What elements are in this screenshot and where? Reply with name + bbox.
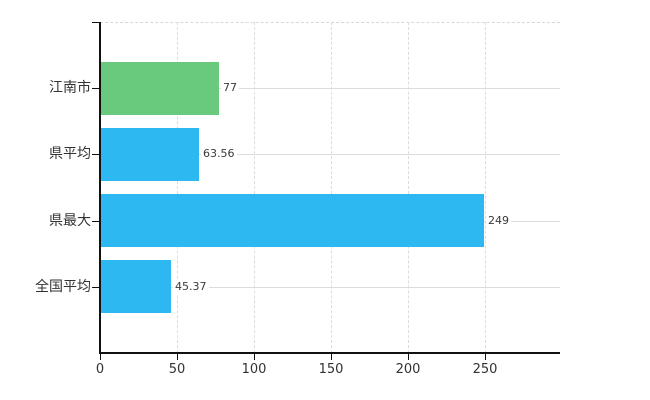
- x-tick-label: 200: [395, 362, 421, 377]
- bar[interactable]: [101, 194, 484, 247]
- vertical-gridline: [407, 22, 409, 353]
- horizontal-gridline: [100, 287, 560, 288]
- category-label: 県平均: [49, 146, 91, 162]
- y-axis-tick: [92, 88, 99, 89]
- category-label: 江南市: [49, 80, 91, 96]
- horizontal-gridline: [100, 154, 560, 155]
- category-label: 全国平均: [35, 279, 91, 295]
- vertical-gridline: [484, 22, 486, 353]
- x-tick-label: 50: [168, 362, 186, 377]
- bar-value-label: 77: [221, 80, 239, 96]
- y-axis-tick: [92, 287, 99, 288]
- y-axis-tick: [92, 22, 99, 23]
- category-label: 県最大: [49, 213, 91, 229]
- y-axis-tick: [92, 221, 99, 222]
- bar[interactable]: [101, 128, 199, 181]
- bar[interactable]: [101, 260, 171, 313]
- bar-value-label: 63.56: [201, 146, 237, 162]
- y-axis-tick: [92, 154, 99, 155]
- x-axis-line: [99, 352, 560, 354]
- vertical-gridline: [176, 22, 178, 353]
- x-tick-label: 0: [95, 362, 105, 377]
- x-tick-label: 100: [241, 362, 267, 377]
- x-axis-tick: [408, 354, 409, 360]
- vertical-gridline: [253, 22, 255, 353]
- plot-top-boundary-line: [100, 22, 560, 23]
- y-axis-line: [99, 22, 101, 353]
- x-axis-tick: [177, 354, 178, 360]
- x-tick-label: 150: [318, 362, 344, 377]
- x-axis-tick: [485, 354, 486, 360]
- x-axis-tick: [254, 354, 255, 360]
- horizontal-gridline: [100, 88, 560, 89]
- bar-value-label: 249: [486, 213, 511, 229]
- bar[interactable]: [101, 62, 219, 115]
- x-axis-tick: [331, 354, 332, 360]
- x-axis-tick: [100, 354, 101, 360]
- x-tick-label: 250: [472, 362, 498, 377]
- vertical-gridline: [330, 22, 332, 353]
- bar-value-label: 45.37: [173, 279, 209, 295]
